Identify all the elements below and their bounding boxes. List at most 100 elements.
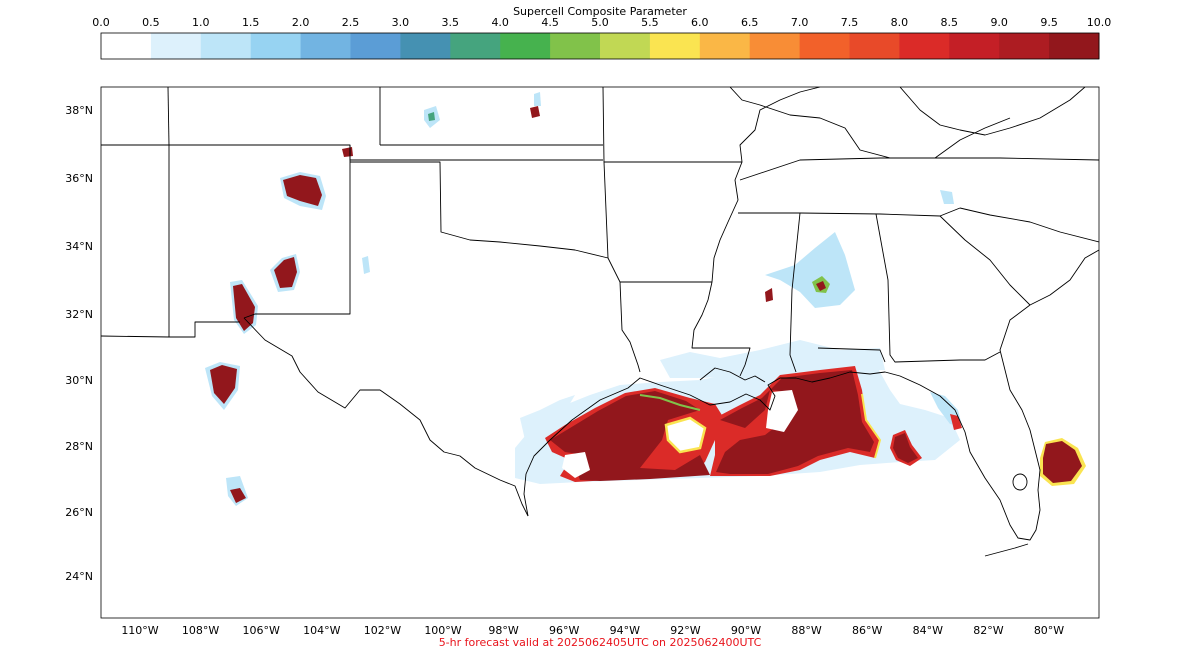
colorbar-tick-label: 6.0: [691, 16, 709, 29]
colorbar-cell-1: [150, 33, 202, 59]
colorbar-cell-5: [350, 33, 401, 59]
longitude-label: 86°W: [852, 624, 882, 637]
scp-small-mississippi: [765, 288, 773, 302]
colorbar-tick-label: 8.5: [941, 16, 959, 29]
boundary-ohio-river: [899, 87, 1086, 136]
colorbar-tick-label: 0.0: [92, 16, 110, 29]
scp-gap-3: [766, 390, 798, 432]
colorbar: 0.0 0.5 1.0 1.5 2.0 2.5 3.0 3.5 4.0 4.5 5.0 5.5 6.0 6…: [92, 16, 1112, 60]
scp-max-central-gulf-core: [716, 370, 874, 474]
colorbar-cell-7: [450, 33, 501, 59]
scp-light-south-texas: [520, 395, 575, 440]
scp-small-apalachee: [950, 414, 962, 430]
forecast-valid-text: 5-hr forecast valid at 2025062405UTC on …: [438, 636, 762, 649]
colorbar-cell-12: [699, 33, 751, 59]
colorbar-tick-label: 5.5: [641, 16, 659, 29]
colorbar-tick-label: 7.0: [791, 16, 809, 29]
scp-ks-east: [530, 106, 540, 118]
colorbar-cell-3: [250, 33, 302, 59]
scp-gap-1: [666, 418, 705, 452]
colorbar-cell-14: [799, 33, 850, 59]
colorbar-title: Supercell Composite Parameter: [513, 5, 687, 18]
colorbar-tick-label: 1.5: [242, 16, 260, 29]
lake-okeechobee: [1012, 473, 1028, 491]
boundary-sc-nc: [959, 207, 1099, 243]
colorbar-cell-15: [849, 33, 900, 59]
colorbar-tick-label: 5.0: [591, 16, 609, 29]
boundary-kentucky-virginia: [934, 117, 1011, 159]
colorbar-cell-16: [899, 33, 950, 59]
colorbar-tick-label: 9.5: [1040, 16, 1058, 29]
longitude-label: 84°W: [913, 624, 943, 637]
boundary-ga-sc: [939, 215, 1031, 306]
colorbar-tick-label: 4.0: [491, 16, 509, 29]
boundary-rio-grande: [243, 317, 529, 517]
boundary-utah-arizona: [167, 87, 170, 146]
scp-gap-2: [562, 452, 590, 478]
colorbar-tick-label: 9.0: [990, 16, 1008, 29]
colorbar-cells: [101, 33, 1100, 59]
scp-panhandle-light: [362, 256, 370, 274]
longitude-label: 104°W: [303, 624, 340, 637]
latitude-label: 28°N: [65, 440, 93, 453]
boundary-arkansas-missouri: [604, 87, 821, 163]
boundary-al-ga: [875, 213, 1001, 363]
colorbar-cell-4: [300, 33, 351, 59]
colorbar-tick-label: 1.0: [192, 16, 210, 29]
scp-max-florida-atlantic-core: [1043, 441, 1082, 483]
scp-nm-north-core: [283, 175, 322, 206]
boundary-kansas-missouri: [602, 87, 609, 259]
boundary-arizona-nm: [168, 145, 240, 338]
latitude-label: 34°N: [65, 240, 93, 253]
longitude-label: 106°W: [243, 624, 280, 637]
boundaries: [101, 87, 1099, 557]
scp-high-alabama: [816, 281, 826, 291]
colorbar-cell-18: [999, 33, 1050, 59]
scp-nm-central-core: [274, 257, 297, 288]
colorbar-cell-17: [949, 33, 1000, 59]
colorbar-tick-label: 7.5: [841, 16, 859, 29]
boundary-tennessee: [738, 207, 961, 217]
scp-mid-rim-2: [639, 394, 701, 411]
longitude-label: 94°W: [610, 624, 640, 637]
colorbar-cell-10: [600, 33, 651, 59]
colorbar-cell-8: [500, 33, 551, 59]
boundary-ky-tn: [739, 157, 1099, 181]
colorbar-tick-label: 0.5: [142, 16, 160, 29]
longitude-label: 80°W: [1034, 624, 1064, 637]
longitude-label: 98°W: [488, 624, 518, 637]
scp-mex-south-core: [230, 488, 246, 503]
boundary-texas-louisiana: [607, 257, 641, 373]
scp-ks-east-light: [534, 92, 541, 106]
longitude-label: 96°W: [549, 624, 579, 637]
latitude-labels: 38°N 36°N 34°N 32°N 30°N 28°N 26°N 24°N: [65, 104, 93, 583]
coast-texas: [523, 249, 1099, 541]
boundary-al-florida-panhandle: [817, 347, 886, 363]
colorbar-tick-label: 2.5: [342, 16, 360, 29]
boundary-nm-texas: [243, 145, 351, 319]
colorbar-cell-2: [200, 33, 252, 59]
scp-max-texas-louisiana-core: [550, 391, 710, 481]
boundary-oklahoma-panhandle: [350, 161, 609, 259]
longitude-label: 90°W: [731, 624, 761, 637]
colorbar-tick-label: 3.0: [392, 16, 410, 29]
colorbar-tick-label: 2.0: [292, 16, 310, 29]
scp-tn-small: [940, 190, 954, 204]
colorbar-cell-9: [550, 33, 601, 59]
latitude-label: 26°N: [65, 506, 93, 519]
boundary-ms-al: [789, 212, 801, 373]
scp-co-small: [342, 147, 353, 157]
scp-light-alabama: [765, 232, 855, 308]
scp-mid-rim-1: [664, 416, 707, 454]
colorbar-cell-19: [1049, 33, 1100, 59]
longitude-label: 110°W: [121, 624, 158, 637]
longitude-label: 108°W: [182, 624, 219, 637]
coast-florida-keys: [984, 543, 1029, 557]
scp-max-east-gulf-core: [893, 433, 918, 463]
latitude-label: 38°N: [65, 104, 93, 117]
colorbar-cell-11: [649, 33, 701, 59]
colorbar-tick-label: 10.0: [1087, 16, 1112, 29]
latitude-label: 32°N: [65, 308, 93, 321]
colorbar-tick-label: 6.5: [741, 16, 759, 29]
